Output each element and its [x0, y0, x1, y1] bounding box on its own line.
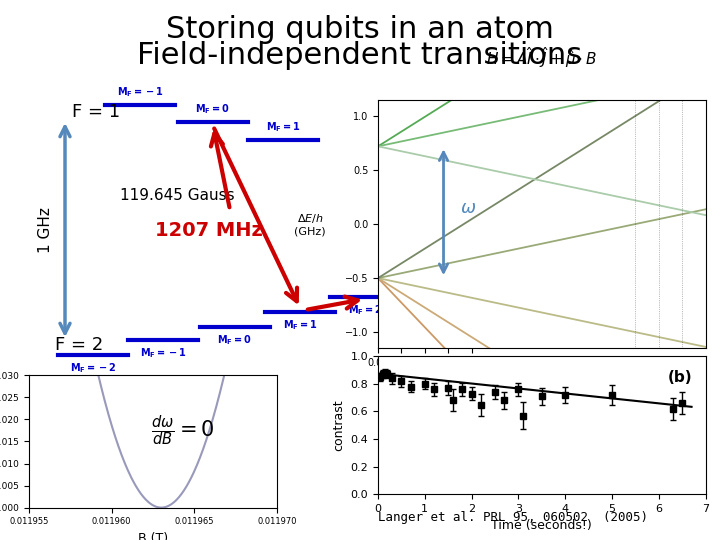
Text: $\mathbf{M_F = 1}$: $\mathbf{M_F = 1}$ — [266, 120, 300, 134]
Text: 1207 MHz: 1207 MHz — [155, 220, 263, 240]
Text: Field-independent transitions: Field-independent transitions — [138, 40, 582, 70]
Text: $\mathbf{M_F = 1}$: $\mathbf{M_F = 1}$ — [282, 318, 318, 332]
Text: (b): (b) — [668, 370, 693, 385]
Text: Langer et al. PRL 95, 060502  (2005): Langer et al. PRL 95, 060502 (2005) — [378, 511, 648, 524]
Text: $\mathbf{M_F = 2}$: $\mathbf{M_F = 2}$ — [348, 303, 382, 317]
Text: 119.645 Gauss: 119.645 Gauss — [120, 187, 235, 202]
Text: F = 1: F = 1 — [72, 103, 120, 121]
Text: $\mathbf{M_F = -2}$: $\mathbf{M_F = -2}$ — [70, 361, 117, 375]
Text: $\frac{d\omega}{dB} = 0$: $\frac{d\omega}{dB} = 0$ — [151, 414, 215, 448]
X-axis label: B (T): B (T) — [138, 532, 168, 540]
X-axis label: B(T): B(T) — [528, 374, 555, 387]
Text: $\mathbf{M_F = 0}$: $\mathbf{M_F = 0}$ — [217, 333, 253, 347]
X-axis label: Time (seconds!): Time (seconds!) — [492, 519, 592, 532]
Y-axis label: $\Delta E/h$
(GHz): $\Delta E/h$ (GHz) — [294, 212, 326, 237]
Text: $H = A\hat{I}\cdot\hat{J} + \hat{\mu}\cdot B$: $H = A\hat{I}\cdot\hat{J} + \hat{\mu}\cd… — [486, 45, 598, 70]
Y-axis label: contrast: contrast — [332, 400, 345, 451]
Text: Storing qubits in an atom: Storing qubits in an atom — [166, 16, 554, 44]
Text: $\mathbf{M_F = -1}$: $\mathbf{M_F = -1}$ — [140, 346, 186, 360]
Text: F = 2: F = 2 — [55, 336, 103, 354]
Text: $\omega$: $\omega$ — [460, 199, 476, 217]
Text: $\mathbf{M_F = 0}$: $\mathbf{M_F = 0}$ — [196, 102, 230, 116]
Text: $\mathbf{M_F = -1}$: $\mathbf{M_F = -1}$ — [117, 85, 163, 99]
Text: 1 GHz: 1 GHz — [37, 207, 53, 253]
